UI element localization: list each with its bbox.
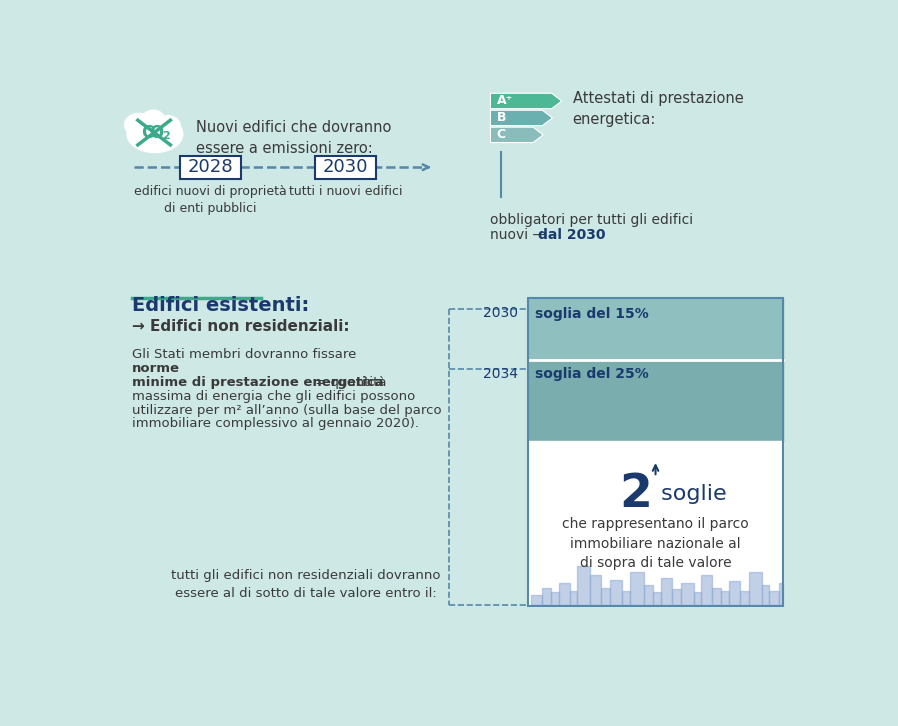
Ellipse shape bbox=[154, 115, 180, 137]
Polygon shape bbox=[490, 93, 562, 109]
Bar bbox=[712, 587, 721, 605]
Text: Attestati di prestazione
energetica:: Attestati di prestazione energetica: bbox=[573, 91, 744, 126]
Text: O: O bbox=[149, 123, 163, 142]
Text: soglia del 25%: soglia del 25% bbox=[535, 367, 649, 381]
Bar bbox=[559, 583, 569, 605]
Text: minime di prestazione energetica: minime di prestazione energetica bbox=[132, 376, 383, 389]
Text: = quantità: = quantità bbox=[132, 376, 386, 389]
Text: obbligatori per tutti gli edifici: obbligatori per tutti gli edifici bbox=[490, 213, 693, 227]
Text: immobiliare complessivo al gennaio 2020).: immobiliare complessivo al gennaio 2020)… bbox=[132, 417, 418, 431]
Bar bbox=[590, 575, 601, 605]
Text: edifici nuovi di proprietà
di enti pubblici: edifici nuovi di proprietà di enti pubbl… bbox=[135, 185, 287, 215]
Bar bbox=[531, 595, 541, 605]
Text: Edifici esistenti:: Edifici esistenti: bbox=[132, 295, 309, 315]
Polygon shape bbox=[490, 110, 552, 126]
Text: dal 2030: dal 2030 bbox=[539, 228, 606, 242]
Bar bbox=[577, 566, 590, 605]
Text: Nuovi edifici che dovranno
essere a emissioni zero:: Nuovi edifici che dovranno essere a emis… bbox=[196, 121, 392, 156]
Bar bbox=[569, 591, 577, 605]
Ellipse shape bbox=[143, 110, 164, 127]
Bar bbox=[550, 592, 559, 605]
Text: → Edifici non residenziali:: → Edifici non residenziali: bbox=[132, 319, 349, 334]
Bar bbox=[672, 590, 681, 605]
Bar bbox=[601, 587, 610, 605]
Text: 2030: 2030 bbox=[322, 158, 368, 176]
Bar bbox=[528, 359, 783, 441]
Bar bbox=[729, 582, 740, 605]
Bar bbox=[749, 572, 762, 605]
Text: che rappresentano il parco
immobiliare nazionale al
di sopra di tale valore: che rappresentano il parco immobiliare n… bbox=[562, 517, 749, 570]
Text: tutti gli edifici non residenziali dovranno
essere al di sotto di tale valore en: tutti gli edifici non residenziali dovra… bbox=[172, 569, 441, 600]
FancyBboxPatch shape bbox=[180, 155, 241, 179]
Bar bbox=[701, 575, 712, 605]
Text: A⁺: A⁺ bbox=[497, 94, 513, 107]
Bar bbox=[721, 591, 729, 605]
Text: norme: norme bbox=[132, 362, 180, 375]
Bar bbox=[740, 591, 749, 605]
Bar bbox=[622, 591, 630, 605]
Bar bbox=[644, 584, 653, 605]
Text: B: B bbox=[497, 111, 506, 124]
Text: Gli Stati membri dovranno fissare: Gli Stati membri dovranno fissare bbox=[132, 348, 360, 361]
Text: soglia del 15%: soglia del 15% bbox=[535, 307, 649, 322]
Bar bbox=[630, 572, 644, 605]
Polygon shape bbox=[490, 127, 543, 142]
Text: massima di energia che gli edifici possono: massima di energia che gli edifici posso… bbox=[132, 390, 415, 403]
Text: nuovi —: nuovi — bbox=[490, 228, 551, 242]
Text: 2: 2 bbox=[162, 131, 170, 142]
Text: tutti i nuovi edifici: tutti i nuovi edifici bbox=[289, 185, 402, 198]
Text: C: C bbox=[497, 129, 506, 142]
Text: 2034: 2034 bbox=[483, 367, 518, 381]
Bar bbox=[528, 298, 783, 359]
Bar bbox=[762, 584, 770, 605]
Text: 2028: 2028 bbox=[188, 158, 233, 176]
Text: 2030: 2030 bbox=[483, 306, 518, 319]
Bar bbox=[681, 583, 693, 605]
FancyBboxPatch shape bbox=[315, 155, 375, 179]
Bar bbox=[541, 587, 550, 605]
Bar bbox=[528, 441, 783, 606]
Text: C: C bbox=[141, 123, 154, 142]
Text: utilizzare per m² all’anno (sulla base del parco: utilizzare per m² all’anno (sulla base d… bbox=[132, 404, 441, 417]
Bar bbox=[779, 583, 783, 605]
Bar bbox=[610, 580, 622, 605]
Bar bbox=[770, 591, 779, 605]
Bar bbox=[653, 592, 661, 605]
Text: 2: 2 bbox=[619, 472, 652, 517]
Ellipse shape bbox=[125, 113, 154, 136]
Text: soglie: soglie bbox=[654, 484, 726, 504]
Bar bbox=[693, 592, 701, 605]
Ellipse shape bbox=[127, 115, 183, 152]
Bar bbox=[661, 579, 672, 605]
